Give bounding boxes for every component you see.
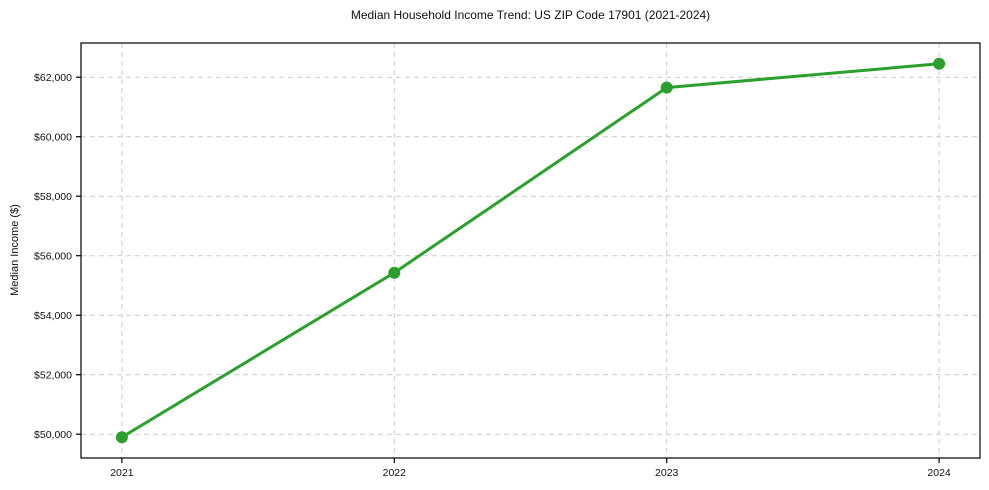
y-tick-label: $52,000 xyxy=(34,370,72,382)
y-tick-label: $60,000 xyxy=(34,132,72,144)
y-tick-label: $54,000 xyxy=(34,310,72,322)
x-tick-label: 2021 xyxy=(110,467,134,479)
x-tick-label: 2024 xyxy=(927,467,951,479)
y-tick-label: $56,000 xyxy=(34,251,72,263)
data-point-marker xyxy=(933,57,946,70)
data-point-marker xyxy=(660,81,673,94)
x-tick-label: 2022 xyxy=(383,467,407,479)
y-axis-label: Median Income ($) xyxy=(9,204,21,296)
data-point-marker xyxy=(115,431,128,444)
y-tick-label: $50,000 xyxy=(34,429,72,441)
series-line xyxy=(120,62,941,439)
x-tick-label: 2023 xyxy=(655,467,679,479)
data-point-marker xyxy=(388,266,401,279)
plot-border xyxy=(80,42,981,459)
y-tick-label: $62,000 xyxy=(34,72,72,84)
y-tick-label: $58,000 xyxy=(34,191,72,203)
chart-title: Median Household Income Trend: US ZIP Co… xyxy=(350,8,711,22)
